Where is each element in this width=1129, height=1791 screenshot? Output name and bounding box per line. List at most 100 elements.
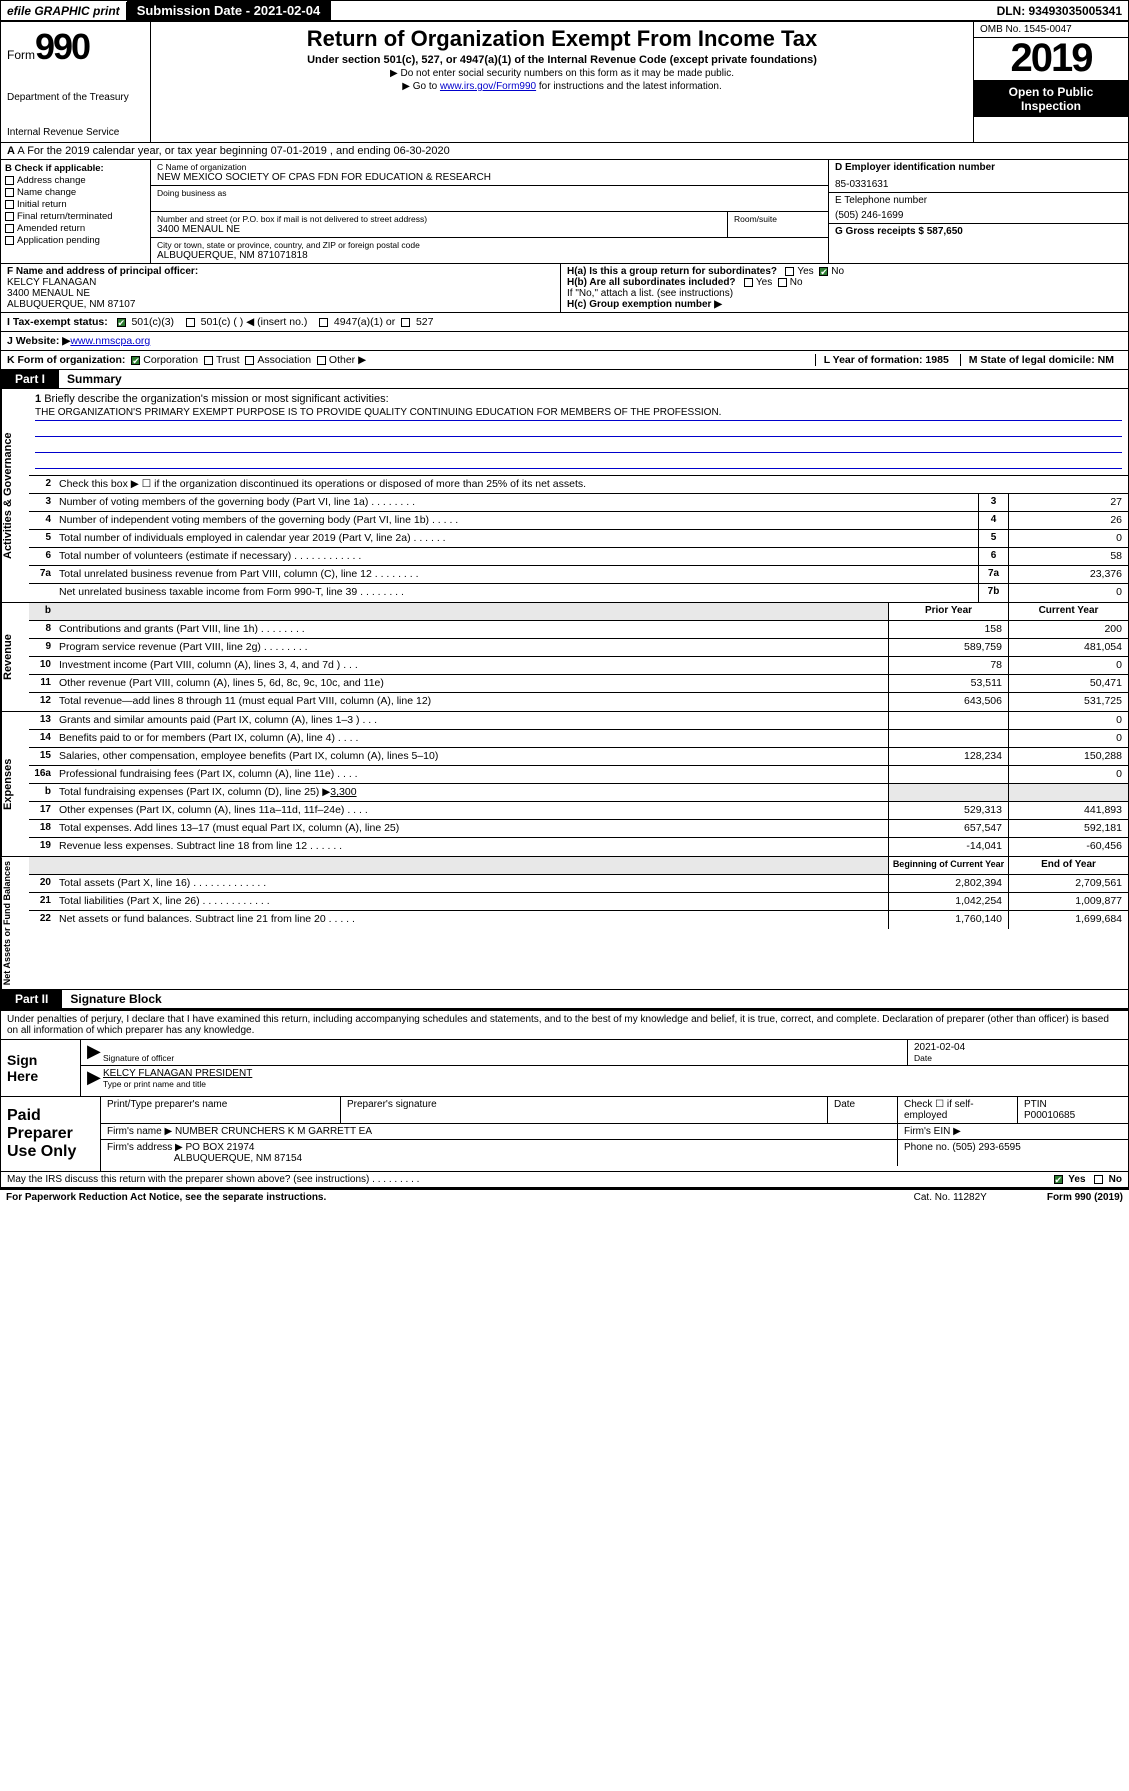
val4: 26 [1008, 512, 1128, 529]
chk-other[interactable] [317, 356, 326, 365]
ssn-note: ▶ Do not enter social security numbers o… [157, 68, 967, 79]
expenses-section: Expenses 13Grants and similar amounts pa… [0, 712, 1129, 857]
sig-date-val: 2021-02-04 [914, 1042, 1122, 1053]
chk-501c3[interactable]: ✔ [117, 318, 126, 327]
line6: Total number of volunteers (estimate if … [55, 548, 978, 565]
chk-amended[interactable] [5, 224, 14, 233]
val7a: 23,376 [1008, 566, 1128, 583]
hdr-prior: Prior Year [888, 603, 1008, 620]
row-j-website: J Website: ▶ www.nmscpa.org [0, 332, 1129, 351]
chk-assoc[interactable] [245, 356, 254, 365]
chk-name-change[interactable] [5, 188, 14, 197]
c8: 200 [1008, 621, 1128, 638]
form-header: Form990 Department of the Treasury Inter… [0, 22, 1129, 143]
ein-label: D Employer identification number [835, 162, 995, 173]
p21: 1,042,254 [888, 893, 1008, 910]
val5: 0 [1008, 530, 1128, 547]
part1-header: Part I Summary [0, 370, 1129, 389]
hdr-end: End of Year [1008, 857, 1128, 874]
hb-no-chk[interactable] [778, 278, 787, 287]
firm-name-cell: Firm's name ▶ NUMBER CRUNCHERS K M GARRE… [101, 1124, 898, 1139]
preparer-sig-hdr: Preparer's signature [341, 1097, 828, 1123]
line2: Check this box ▶ ☐ if the organization d… [55, 476, 1128, 493]
c9: 481,054 [1008, 639, 1128, 656]
irs-link[interactable]: www.irs.gov/Form990 [440, 81, 536, 92]
c20: 2,709,561 [1008, 875, 1128, 892]
line7b: Net unrelated business taxable income fr… [55, 584, 978, 602]
hdr-beg: Beginning of Current Year [888, 857, 1008, 874]
activities-governance: Activities & Governance 1 Briefly descri… [0, 389, 1129, 603]
p18: 657,547 [888, 820, 1008, 837]
sign-here-label: SignHere [1, 1040, 81, 1096]
c12: 531,725 [1008, 693, 1128, 711]
gross-receipts: G Gross receipts $ 587,650 [835, 226, 963, 237]
sig-date-label: Date [914, 1053, 1122, 1063]
p9: 589,759 [888, 639, 1008, 656]
dept-treasury: Department of the Treasury [7, 92, 144, 103]
chk-527[interactable] [401, 318, 410, 327]
officer-label: F Name and address of principal officer: [7, 266, 198, 277]
line14: Benefits paid to or for members (Part IX… [55, 730, 888, 747]
chk-final-return[interactable] [5, 212, 14, 221]
phone-value: (505) 246-1699 [835, 210, 1122, 221]
p12: 643,506 [888, 693, 1008, 711]
street-value: 3400 MENAUL NE [157, 224, 721, 235]
org-name-value: NEW MEXICO SOCIETY OF CPAS FDN FOR EDUCA… [157, 172, 822, 183]
ha-label: H(a) Is this a group return for subordin… [567, 266, 777, 277]
line10: Investment income (Part VIII, column (A)… [55, 657, 888, 674]
part2-title: Signature Block [62, 992, 161, 1006]
dln-label: DLN: 93493035005341 [991, 2, 1128, 20]
preparer-date-hdr: Date [828, 1097, 898, 1123]
part2-tab: Part II [1, 990, 62, 1008]
form-title: Return of Organization Exempt From Incom… [157, 26, 967, 52]
p8: 158 [888, 621, 1008, 638]
column-b-checkboxes: B Check if applicable: Address change Na… [1, 160, 151, 263]
officer-addr1: 3400 MENAUL NE [7, 288, 90, 299]
phone-label: E Telephone number [835, 195, 1122, 206]
line17: Other expenses (Part IX, column (A), lin… [55, 802, 888, 819]
part1-title: Summary [59, 372, 122, 386]
street-label: Number and street (or P.O. box if mail i… [157, 214, 721, 224]
chk-address-change[interactable] [5, 176, 14, 185]
firm-addr1: PO BOX 21974 [186, 1142, 255, 1153]
officer-addr2: ALBUQUERQUE, NM 87107 [7, 299, 135, 310]
ha-yes-chk[interactable] [785, 267, 794, 276]
p15: 128,234 [888, 748, 1008, 765]
hb-label: H(b) Are all subordinates included? [567, 277, 736, 288]
c19: -60,456 [1008, 838, 1128, 856]
line7a: Total unrelated business revenue from Pa… [55, 566, 978, 583]
line15: Salaries, other compensation, employee b… [55, 748, 888, 765]
officer-typed-name: KELCY FLANAGAN PRESIDENT [103, 1068, 252, 1079]
ha-no-chk[interactable]: ✔ [819, 267, 828, 276]
form-word: Form [7, 48, 35, 62]
line4: Number of independent voting members of … [55, 512, 978, 529]
efile-label[interactable]: efile GRAPHIC print [1, 2, 127, 20]
line8: Contributions and grants (Part VIII, lin… [55, 621, 888, 638]
chk-initial-return[interactable] [5, 200, 14, 209]
line1-mission: THE ORGANIZATION'S PRIMARY EXEMPT PURPOS… [35, 407, 1122, 421]
hdr-curr: Current Year [1008, 603, 1128, 620]
open-inspection: Open to Public Inspection [974, 81, 1128, 117]
val6: 58 [1008, 548, 1128, 565]
chk-trust[interactable] [204, 356, 213, 365]
discuss-yes-chk[interactable]: ✔ [1054, 1175, 1063, 1184]
vtab-netassets: Net Assets or Fund Balances [1, 857, 29, 989]
paid-preparer-block: PaidPreparerUse Only Print/Type preparer… [0, 1097, 1129, 1172]
line11: Other revenue (Part VIII, column (A), li… [55, 675, 888, 692]
discuss-no-chk[interactable] [1094, 1175, 1103, 1184]
perjury-text: Under penalties of perjury, I declare th… [1, 1011, 1128, 1040]
vtab-revenue: Revenue [1, 603, 29, 711]
signature-block: Under penalties of perjury, I declare th… [0, 1009, 1129, 1097]
row-a-tax-year: A A For the 2019 calendar year, or tax y… [0, 143, 1129, 160]
website-link[interactable]: www.nmscpa.org [70, 335, 150, 347]
chk-501c[interactable] [186, 318, 195, 327]
submission-date: Submission Date - 2021-02-04 [127, 1, 332, 20]
hb-yes-chk[interactable] [744, 278, 753, 287]
c15: 150,288 [1008, 748, 1128, 765]
chk-4947[interactable] [319, 318, 328, 327]
line22: Net assets or fund balances. Subtract li… [55, 911, 888, 929]
preparer-name-hdr: Print/Type preparer's name [101, 1097, 341, 1123]
vtab-expenses: Expenses [1, 712, 29, 856]
chk-app-pending[interactable] [5, 236, 14, 245]
chk-corp[interactable]: ✔ [131, 356, 140, 365]
